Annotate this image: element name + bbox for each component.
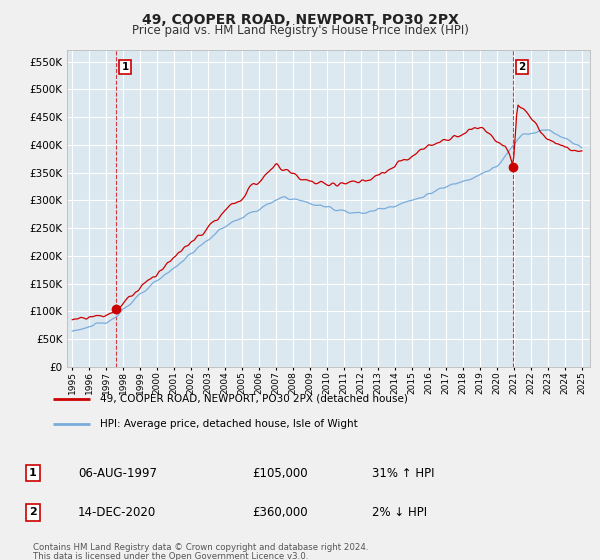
Text: HPI: Average price, detached house, Isle of Wight: HPI: Average price, detached house, Isle… xyxy=(100,419,358,430)
Text: £360,000: £360,000 xyxy=(252,506,308,519)
Text: 49, COOPER ROAD, NEWPORT, PO30 2PX (detached house): 49, COOPER ROAD, NEWPORT, PO30 2PX (deta… xyxy=(100,394,408,404)
Text: 49, COOPER ROAD, NEWPORT, PO30 2PX: 49, COOPER ROAD, NEWPORT, PO30 2PX xyxy=(142,13,458,27)
Text: 06-AUG-1997: 06-AUG-1997 xyxy=(78,466,157,480)
Text: 2% ↓ HPI: 2% ↓ HPI xyxy=(372,506,427,519)
Text: £105,000: £105,000 xyxy=(252,466,308,480)
Text: 2: 2 xyxy=(518,62,526,72)
Text: This data is licensed under the Open Government Licence v3.0.: This data is licensed under the Open Gov… xyxy=(33,552,308,560)
Text: 31% ↑ HPI: 31% ↑ HPI xyxy=(372,466,434,480)
Text: 2: 2 xyxy=(29,507,37,517)
Text: 1: 1 xyxy=(29,468,37,478)
Text: 1: 1 xyxy=(121,62,128,72)
Text: Contains HM Land Registry data © Crown copyright and database right 2024.: Contains HM Land Registry data © Crown c… xyxy=(33,543,368,552)
Text: 14-DEC-2020: 14-DEC-2020 xyxy=(78,506,156,519)
Text: Price paid vs. HM Land Registry's House Price Index (HPI): Price paid vs. HM Land Registry's House … xyxy=(131,24,469,37)
